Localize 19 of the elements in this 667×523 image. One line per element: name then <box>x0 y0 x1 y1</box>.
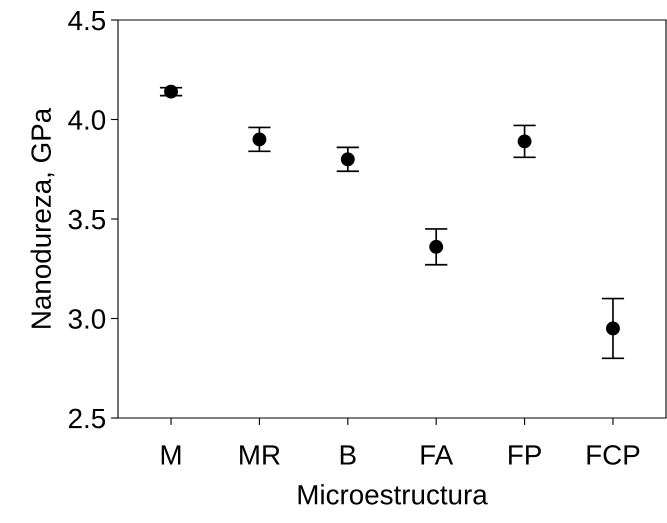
x-tick-label: FA <box>421 445 454 465</box>
y-axis-title: Nanodureza, GPa <box>30 108 54 328</box>
x-tick-label: FP <box>509 445 541 465</box>
y-tick-label: 2.5 <box>68 408 106 428</box>
x-tick-label: M <box>162 445 180 465</box>
point <box>340 152 355 166</box>
x-tick-label: B <box>340 445 356 465</box>
point <box>429 240 444 254</box>
x-tick-label: MR <box>240 445 280 465</box>
point <box>164 84 178 99</box>
y-tick-label: 4.5 <box>68 10 106 30</box>
point <box>606 322 620 336</box>
point <box>518 134 532 148</box>
point <box>252 132 266 146</box>
x-tick-label: FCP <box>587 445 640 465</box>
y-tick-label: 4.0 <box>68 110 106 130</box>
y-tick-label: 3.0 <box>68 309 106 329</box>
x-axis-title: Microestructura <box>298 484 488 505</box>
y-tick-label: 3.5 <box>68 210 106 230</box>
